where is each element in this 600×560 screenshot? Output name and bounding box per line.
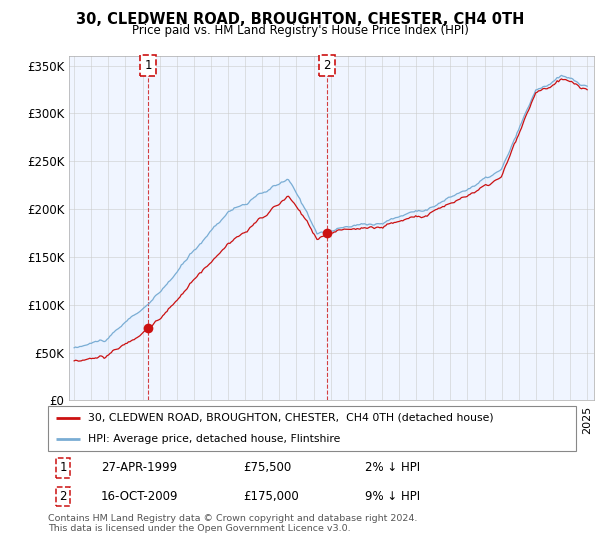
Text: Price paid vs. HM Land Registry's House Price Index (HPI): Price paid vs. HM Land Registry's House …	[131, 24, 469, 37]
Text: 27-APR-1999: 27-APR-1999	[101, 461, 177, 474]
Text: 16-OCT-2009: 16-OCT-2009	[101, 490, 178, 503]
Text: 1: 1	[59, 461, 67, 474]
Text: £75,500: £75,500	[244, 461, 292, 474]
Text: Contains HM Land Registry data © Crown copyright and database right 2024.
This d: Contains HM Land Registry data © Crown c…	[48, 514, 418, 534]
Text: £175,000: £175,000	[244, 490, 299, 503]
Text: 2: 2	[59, 490, 67, 503]
Text: 9% ↓ HPI: 9% ↓ HPI	[365, 490, 420, 503]
Text: HPI: Average price, detached house, Flintshire: HPI: Average price, detached house, Flin…	[88, 434, 340, 444]
FancyBboxPatch shape	[48, 406, 576, 451]
Text: 1: 1	[144, 59, 152, 72]
Text: 2% ↓ HPI: 2% ↓ HPI	[365, 461, 420, 474]
Text: 30, CLEDWEN ROAD, BROUGHTON, CHESTER,  CH4 0TH (detached house): 30, CLEDWEN ROAD, BROUGHTON, CHESTER, CH…	[88, 413, 493, 423]
Text: 2: 2	[323, 59, 331, 72]
Text: 30, CLEDWEN ROAD, BROUGHTON, CHESTER, CH4 0TH: 30, CLEDWEN ROAD, BROUGHTON, CHESTER, CH…	[76, 12, 524, 27]
